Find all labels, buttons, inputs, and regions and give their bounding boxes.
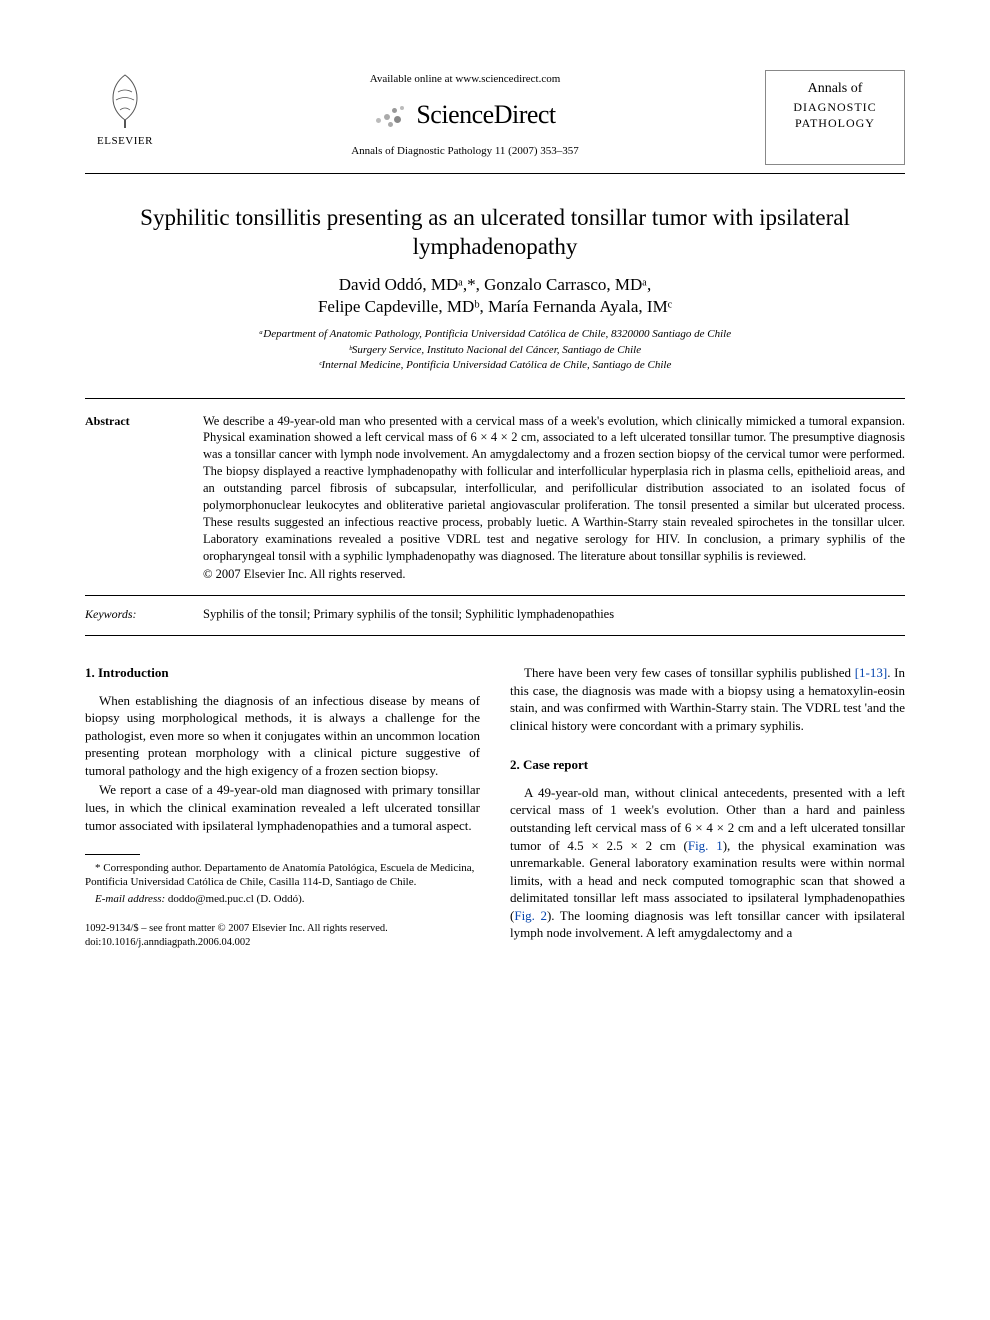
footnotes-block: * Corresponding author. Departamento de …: [85, 861, 480, 906]
abstract-block: Abstract We describe a 49-year-old man w…: [85, 398, 905, 637]
section-intro-head: 1. Introduction: [85, 664, 480, 682]
center-header: Available online at www.sciencedirect.co…: [165, 70, 765, 159]
footer-block: 1092-9134/$ – see front matter © 2007 El…: [85, 922, 480, 949]
journal-line-1: Annals of: [772, 79, 898, 99]
journal-line-2: DIAGNOSTIC: [772, 99, 898, 116]
footnote-separator: [85, 854, 140, 855]
abstract-text: We describe a 49-year-old man who presen…: [203, 413, 905, 565]
journal-title-box: Annals of DIAGNOSTIC PATHOLOGY: [765, 70, 905, 165]
page-header: ELSEVIER Available online at www.science…: [85, 70, 905, 165]
ref-link-1-13[interactable]: [1-13]: [855, 665, 888, 680]
keywords-label: Keywords:: [85, 606, 175, 623]
affiliation-a: ᵃDepartment of Anatomic Pathology, Ponti…: [85, 327, 905, 342]
sciencedirect-wordmark: ScienceDirect: [416, 97, 555, 132]
elsevier-tree-icon: [98, 70, 153, 130]
intro-paragraph-1: When establishing the diagnosis of an in…: [85, 692, 480, 780]
affiliation-b: ᵇSurgery Service, Instituto Nacional del…: [85, 343, 905, 358]
authors-line-1: David Oddó, MDᵃ,*, Gonzalo Carrasco, MDᵃ…: [85, 274, 905, 297]
col2-p1-pre: There have been very few cases of tonsil…: [524, 665, 855, 680]
col2-paragraph-1: There have been very few cases of tonsil…: [510, 664, 905, 734]
case-paragraph-1: A 49-year-old man, without clinical ante…: [510, 784, 905, 942]
abstract-copyright: © 2007 Elsevier Inc. All rights reserved…: [203, 566, 905, 583]
keywords-row: Keywords: Syphilis of the tonsil; Primar…: [85, 595, 905, 623]
sciencedirect-dots-icon: [374, 100, 408, 128]
doi-line: doi:10.1016/j.anndiagpath.2006.04.002: [85, 936, 480, 950]
intro-paragraph-2: We report a case of a 49-year-old man di…: [85, 781, 480, 834]
citation-line: Annals of Diagnostic Pathology 11 (2007)…: [165, 144, 765, 159]
right-column: There have been very few cases of tonsil…: [510, 664, 905, 949]
left-column: 1. Introduction When establishing the di…: [85, 664, 480, 949]
fig-1-link[interactable]: Fig. 1: [688, 838, 723, 853]
body-columns: 1. Introduction When establishing the di…: [85, 664, 905, 949]
available-online-line: Available online at www.sciencedirect.co…: [165, 72, 765, 87]
abstract-label: Abstract: [85, 413, 175, 429]
keywords-text: Syphilis of the tonsil; Primary syphilis…: [203, 606, 614, 623]
publisher-name: ELSEVIER: [85, 134, 165, 149]
email-line: E-mail address: doddo@med.puc.cl (D. Odd…: [85, 892, 480, 906]
publisher-logo-block: ELSEVIER: [85, 70, 165, 149]
authors-block: David Oddó, MDᵃ,*, Gonzalo Carrasco, MDᵃ…: [85, 274, 905, 320]
affiliations-block: ᵃDepartment of Anatomic Pathology, Ponti…: [85, 327, 905, 373]
front-matter-line: 1092-9134/$ – see front matter © 2007 El…: [85, 922, 480, 936]
journal-line-3: PATHOLOGY: [772, 115, 898, 132]
email-address: doddo@med.puc.cl (D. Oddó).: [168, 893, 305, 905]
fig-2-link[interactable]: Fig. 2: [514, 908, 547, 923]
affiliation-c: ᶜInternal Medicine, Pontificia Universid…: [85, 358, 905, 373]
abstract-text-column: We describe a 49-year-old man who presen…: [203, 413, 905, 586]
section-case-head: 2. Case report: [510, 756, 905, 774]
sciencedirect-logo: ScienceDirect: [165, 97, 765, 132]
case-p1-post: ). The looming diagnosis was left tonsil…: [510, 908, 905, 941]
corresponding-author-note: * Corresponding author. Departamento de …: [85, 861, 480, 890]
article-title: Syphilitic tonsillitis presenting as an …: [85, 204, 905, 262]
email-label: E-mail address:: [95, 893, 165, 905]
header-rule: [85, 173, 905, 174]
abstract-label-column: Abstract: [85, 413, 175, 586]
authors-line-2: Felipe Capdeville, MDᵇ, María Fernanda A…: [85, 296, 905, 319]
